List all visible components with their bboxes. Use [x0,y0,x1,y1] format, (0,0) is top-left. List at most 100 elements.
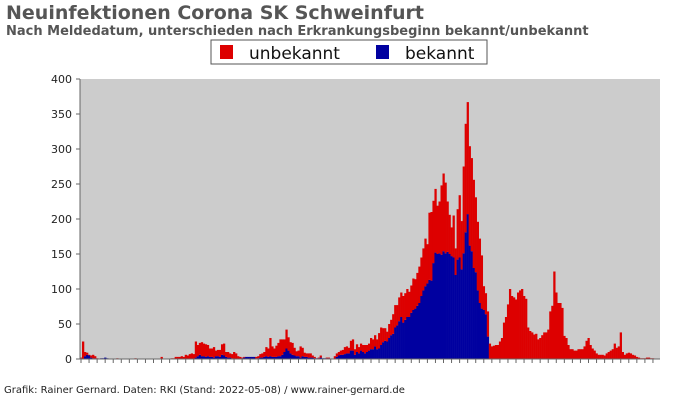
bar-unbekannt [194,341,198,358]
bar-unbekannt [227,352,230,358]
bar-bekannt [267,356,270,359]
bar-unbekannt [583,346,586,359]
bar-unbekannt [365,345,369,352]
bar-unbekannt [623,354,627,359]
bar-bekannt [359,350,363,359]
bar-bekannt [198,354,202,359]
bar-unbekannt [255,356,258,359]
bar-unbekannt [327,357,330,359]
bar-bekannt [263,356,266,359]
bar-bekannt [206,356,210,359]
bar-bekannt [370,349,373,359]
bar-bekannt [86,354,89,359]
bar-bekannt [392,333,395,359]
bar-unbekannt [551,305,554,359]
bar-unbekannt [222,343,226,356]
bar-bekannt [468,245,471,359]
bar-unbekannt [160,356,163,359]
bar-bekannt [347,353,351,359]
bar-unbekannt [426,244,429,284]
bar-unbekannt [430,212,433,281]
bar-unbekannt [577,349,580,359]
bar-unbekannt [609,350,612,359]
bar-unbekannt [543,332,546,359]
bar-bekannt [281,354,284,359]
bar-unbekannt [615,347,618,359]
bar-bekannt [460,269,463,359]
legend-swatch-unbekannt [220,45,233,59]
bar-bekannt [374,346,377,359]
bar-unbekannt [259,354,262,358]
bar-unbekannt [388,324,391,338]
bar-unbekannt [349,340,353,351]
bar-unbekannt [541,335,544,359]
bar-unbekannt [243,356,246,358]
bar-unbekannt [261,353,264,358]
bar-unbekannt [225,352,228,357]
bar-unbekannt [531,332,534,359]
bar-unbekannt [394,305,397,328]
bar-unbekannt [337,352,341,356]
bar-bekannt [376,349,379,359]
bar-unbekannt [277,342,280,357]
chart-title: Neuinfektionen Corona SK Schweinfurt [6,2,424,24]
bar-unbekannt [206,345,210,357]
bar-bekannt [297,356,300,359]
bar-unbekannt [629,353,633,359]
bar-unbekannt [279,339,282,357]
bar-unbekannt [515,299,518,359]
bar-bekannt [249,356,252,359]
bar-unbekannt [464,123,467,233]
y-tick-label: 50 [58,318,72,331]
y-tick-label: 150 [51,248,72,261]
bar-unbekannt [545,332,548,359]
bar-unbekannt [241,357,244,359]
bar-bekannt [259,357,262,359]
bar-unbekannt [466,102,469,215]
bar-unbekannt [192,354,196,359]
bar-unbekannt [355,344,359,352]
bar-unbekannt [402,296,405,323]
bar-unbekannt [521,289,524,359]
bar-unbekannt [273,348,276,357]
bar-unbekannt [486,311,490,337]
bar-bekannt [194,357,198,359]
bar-unbekannt [378,333,381,349]
bar-bekannt [291,354,294,359]
bar-unbekannt [182,356,185,359]
bar-unbekannt [523,296,526,359]
bar-unbekannt [392,314,395,334]
bar-unbekannt [432,200,435,264]
y-tick-label: 300 [51,143,72,156]
bar-bekannt [335,356,339,359]
bar-bekannt [269,356,272,359]
bar-unbekannt [309,353,312,358]
y-tick-label: 350 [51,108,72,121]
bar-bekannt [440,254,443,359]
bar-unbekannt [434,188,437,253]
bar-bekannt [412,310,415,359]
bar-unbekannt [527,327,530,359]
bar-unbekannt [428,212,431,280]
bar-unbekannt [343,347,347,355]
bar-unbekannt [269,338,272,357]
bar-unbekannt [448,214,451,254]
bar-bekannt [482,310,486,359]
bar-unbekannt [386,331,389,342]
bar-unbekannt [611,349,614,359]
bar-bekannt [245,356,248,359]
bar-unbekannt [480,255,484,309]
bar-bekannt [305,356,308,359]
bar-bekannt [218,356,222,359]
credit-text: Grafik: Rainer Gernard. Daten: RKI (Stan… [4,385,405,396]
bar-bekannt [104,357,107,359]
bar-unbekannt [440,185,443,255]
bar-unbekannt [537,339,540,359]
bar-bekannt [196,356,200,359]
plot-background [80,79,660,359]
bar-bekannt [84,356,87,359]
bar-unbekannt [647,357,651,359]
bar-unbekannt [561,307,564,359]
bar-unbekannt [347,347,351,354]
